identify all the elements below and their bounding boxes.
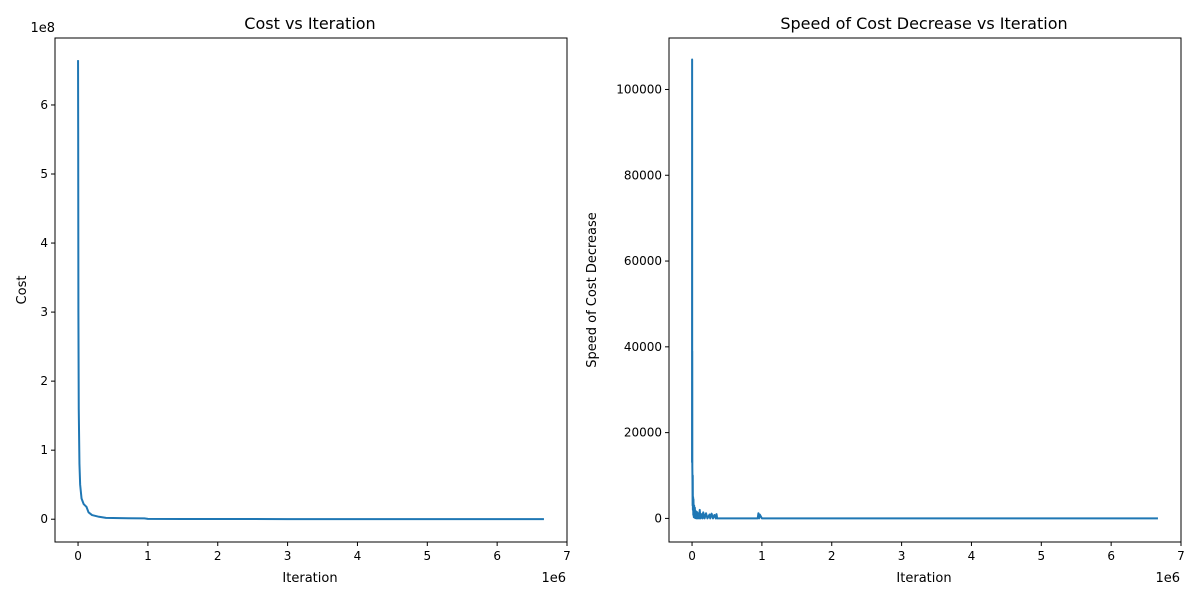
cost-chart: Cost vs Iteration 0 1 2 3 4 5 6 7 0 1 2 3 4 5 6 Itera…: [15, 14, 571, 586]
speed-chart: Speed of Cost Decrease vs Iteration 0 1 2 3…: [585, 14, 1185, 586]
cost-y-tick-label: 5: [40, 167, 48, 181]
cost-y-tick-label: 3: [40, 305, 48, 319]
speed-x-tick-label: 1: [758, 549, 766, 563]
cost-x-tick-label: 7: [563, 549, 571, 563]
speed-x-tick-label: 2: [828, 549, 836, 563]
speed-series-line: [691, 58, 1158, 520]
cost-x-axis-label: Iteration: [282, 571, 337, 586]
speed-x-tick-label: 7: [1177, 549, 1185, 563]
cost-x-tick-label: 4: [354, 549, 362, 563]
speed-chart-title: Speed of Cost Decrease vs Iteration: [780, 14, 1067, 33]
cost-x-tick-label: 5: [423, 549, 431, 563]
speed-x-axis-label: Iteration: [896, 571, 951, 586]
speed-y-tick-label: 80000: [624, 168, 662, 182]
cost-y-tick-label: 4: [40, 236, 48, 250]
speed-x-axis: 0 1 2 3 4 5 6 7: [688, 542, 1185, 563]
speed-y-tick-label: 20000: [624, 426, 662, 440]
speed-x-tick-label: 5: [1037, 549, 1045, 563]
speed-y-tick-label: 40000: [624, 340, 662, 354]
cost-x-tick-label: 0: [74, 549, 82, 563]
cost-x-tick-label: 2: [214, 549, 222, 563]
speed-x-tick-label: 0: [688, 549, 696, 563]
cost-chart-title: Cost vs Iteration: [244, 14, 375, 33]
cost-y-tick-label: 1: [40, 443, 48, 457]
speed-y-tick-label: 0: [654, 511, 662, 525]
cost-x-tick-label: 6: [493, 549, 501, 563]
cost-x-tick-label: 1: [144, 549, 152, 563]
speed-y-tick-label: 100000: [616, 82, 662, 96]
cost-y-axis-label: Cost: [15, 276, 30, 305]
cost-y-offset-label: 1e8: [30, 21, 55, 36]
cost-y-tick-label: 2: [40, 374, 48, 388]
speed-y-axis-label: Speed of Cost Decrease: [585, 212, 600, 368]
speed-x-offset-label: 1e6: [1155, 571, 1180, 586]
speed-x-tick-label: 3: [898, 549, 906, 563]
cost-y-tick-label: 0: [40, 512, 48, 526]
cost-plot-frame: [54, 37, 568, 543]
cost-x-axis: 0 1 2 3 4 5 6 7: [74, 542, 571, 563]
cost-y-tick-label: 6: [40, 98, 48, 112]
speed-x-tick-label: 4: [968, 549, 976, 563]
speed-plot-frame: [668, 37, 1182, 543]
cost-x-offset-label: 1e6: [541, 571, 566, 586]
cost-x-tick-label: 3: [284, 549, 292, 563]
cost-y-axis: 0 1 2 3 4 5 6: [40, 98, 55, 526]
speed-y-tick-label: 60000: [624, 254, 662, 268]
speed-x-tick-label: 6: [1107, 549, 1115, 563]
speed-y-axis: 0 20000 40000 60000 80000 100000: [616, 82, 669, 525]
cost-series-line: [77, 60, 544, 521]
